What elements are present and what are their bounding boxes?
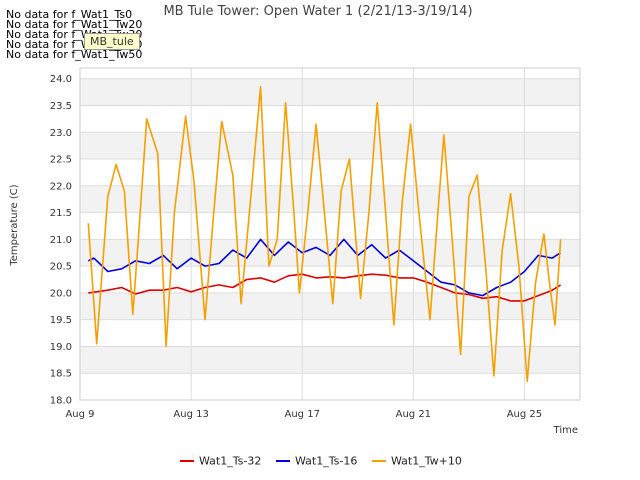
x-tick-label: Aug 25 (507, 409, 542, 420)
y-tick-label: 21.0 (50, 235, 72, 246)
chart-title: MB Tule Tower: Open Water 1 (2/21/13-3/1… (163, 4, 472, 19)
site-badge: MB_tule (84, 33, 140, 50)
y-tick-label: 20.5 (50, 262, 72, 273)
y-tick-label: 19.5 (50, 315, 72, 326)
x-tick-label: Aug 21 (396, 409, 431, 420)
x-axis-label: Time (553, 425, 578, 436)
y-axis: 18.0 18.5 19.0 19.5 20.0 20.5 21.0 21.5 22.0 22.5… (50, 74, 72, 406)
x-tick-label: Aug 13 (173, 409, 208, 420)
legend-label: Wat1_Ts-32 (199, 455, 261, 468)
y-tick-label: 18.5 (50, 369, 72, 380)
y-tick-label: 24.0 (50, 74, 72, 85)
legend: Wat1_Ts-32 Wat1_Ts-16 Wat1_Tw+10 (180, 455, 462, 468)
y-tick-label: 22.5 (50, 155, 72, 166)
plot-band (80, 239, 580, 267)
y-axis-label: Temperature (C) (9, 184, 20, 266)
series-line-1 (87, 238, 562, 297)
plot-band (80, 346, 580, 374)
no-data-note: No data for f_Wat1_Ts0 (6, 8, 133, 21)
y-tick-label: 23.5 (50, 101, 72, 112)
plot-band (80, 78, 580, 106)
legend-label: Wat1_Ts-16 (295, 455, 357, 468)
y-tick-label: 21.5 (50, 208, 72, 219)
series-line-2 (87, 85, 562, 383)
no-data-note: No data for f_Wat1_Tw20 (6, 18, 143, 31)
x-tick-label: Aug 17 (285, 409, 320, 420)
y-tick-label: 22.0 (50, 181, 72, 192)
y-tick-label: 19.0 (50, 342, 72, 353)
series-lines (87, 85, 562, 383)
y-tick-label: 18.0 (50, 396, 72, 407)
plot-frame (79, 67, 581, 401)
y-tick-label: 23.0 (50, 128, 72, 139)
x-tick-label: Aug 9 (65, 409, 94, 420)
no-data-note: No data for f_Wat1_Tw50 (6, 48, 143, 61)
legend-label: Wat1_Tw+10 (391, 455, 462, 468)
y-tick-label: 20.0 (50, 288, 72, 299)
plot-band (80, 132, 580, 160)
plot-bands (80, 78, 580, 374)
x-axis: Aug 9 Aug 13 Aug 17 Aug 21 Aug 25 (65, 409, 542, 420)
plot-band (80, 185, 580, 213)
plot-band (80, 292, 580, 320)
